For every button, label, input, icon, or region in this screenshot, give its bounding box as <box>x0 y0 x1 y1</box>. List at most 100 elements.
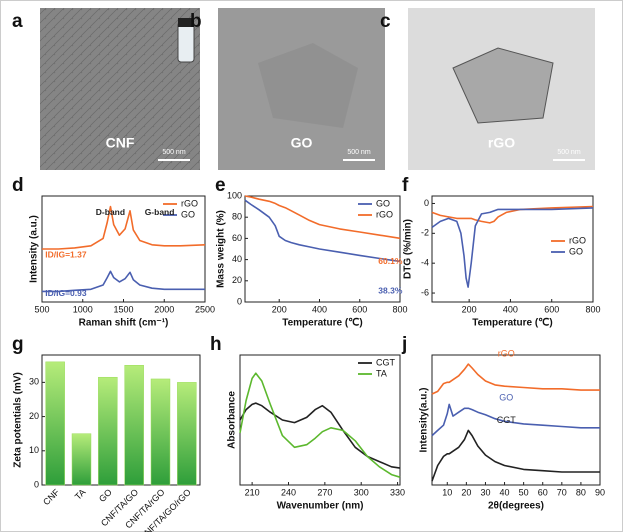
legend-label: TA <box>376 368 387 378</box>
series-line <box>239 372 401 478</box>
x-axis-label: Wavenumber (nm) <box>277 501 364 512</box>
x-tick-label: 500 <box>34 304 49 314</box>
annotation: D-band <box>96 207 125 217</box>
y-tick-label: 40 <box>232 254 242 264</box>
plot-frame <box>244 195 401 303</box>
y-tick-label: -4 <box>421 258 429 268</box>
x-tick-label: 270 <box>317 487 332 497</box>
panel-letter: c <box>380 11 391 32</box>
image-label: rGO <box>488 135 515 151</box>
y-axis-label: Intensity(a.u.) <box>419 387 430 452</box>
series-line <box>431 403 600 437</box>
image-label: GO <box>291 135 313 151</box>
x-tick-label: 600 <box>352 304 367 314</box>
y-tick-label: 20 <box>232 275 242 285</box>
series-label: CGT <box>497 415 517 425</box>
annotation: 60.1% <box>378 256 403 266</box>
x-axis-label: Temperature (℃) <box>282 318 363 329</box>
x-tick-label: 800 <box>585 304 600 314</box>
legend-label: rGO <box>569 235 586 245</box>
series-line <box>42 270 205 293</box>
x-tick-label: 600 <box>544 304 559 314</box>
x-tick-label: 1500 <box>113 304 133 314</box>
x-tick-label: 80 <box>576 487 586 497</box>
scale-label: 500 nm <box>557 149 581 156</box>
series-line <box>239 402 401 469</box>
panel-letter: b <box>190 11 202 32</box>
y-axis-label: Intensity (a.u.) <box>29 215 40 283</box>
image-label: CNF <box>106 135 135 151</box>
y-tick-label: 100 <box>227 190 242 200</box>
y-tick-label: -2 <box>421 228 429 238</box>
bar <box>177 382 197 486</box>
y-tick-label: 30 <box>29 377 39 387</box>
series-label: rGO <box>498 348 515 358</box>
series-line <box>42 205 206 250</box>
y-tick-label: -6 <box>421 287 429 297</box>
annotation: ID/IG=1.37 <box>45 250 87 260</box>
panel-letter: g <box>12 334 24 355</box>
x-tick-label: 30 <box>480 487 490 497</box>
x-tick-label: 200 <box>462 304 477 314</box>
y-tick-label: 10 <box>29 445 39 455</box>
x-tick-label: 400 <box>503 304 518 314</box>
x-tick-label: 330 <box>390 487 405 497</box>
series-line <box>244 199 401 263</box>
series-line <box>431 207 594 288</box>
legend-label: GO <box>569 246 583 256</box>
plot-frame <box>41 354 201 486</box>
series-line <box>431 205 594 224</box>
scale-label: 500 nm <box>162 149 186 156</box>
y-tick-label: 0 <box>424 198 429 208</box>
legend-label: rGO <box>181 198 198 208</box>
x-tick-label: 200 <box>272 304 287 314</box>
y-tick-label: 20 <box>29 411 39 421</box>
annotation: G-band <box>145 207 175 217</box>
x-tick-label: 20 <box>461 487 471 497</box>
sheet <box>452 47 554 124</box>
panel-letter: d <box>12 175 24 196</box>
x-axis-label: Raman shift (cm⁻¹) <box>79 318 169 329</box>
bar <box>124 365 144 486</box>
bar <box>71 433 92 486</box>
x-tick-label: GO <box>97 487 114 504</box>
x-tick-label: 800 <box>392 304 407 314</box>
x-tick-label: TA <box>73 487 88 502</box>
plot-frame <box>431 195 594 303</box>
annotation: ID/IG=0.93 <box>45 288 87 298</box>
bar <box>45 361 65 486</box>
series-line <box>431 429 600 482</box>
series-line <box>431 363 600 395</box>
x-tick-label: 210 <box>245 487 260 497</box>
y-axis-label: Absorbance <box>227 391 238 449</box>
x-tick-label: 90 <box>595 487 605 497</box>
series-line <box>244 195 401 240</box>
x-axis-label: 2θ(degrees) <box>488 501 544 512</box>
y-axis-label: DTG (%/min) <box>403 219 414 279</box>
x-tick-label: 10 <box>442 487 452 497</box>
x-tick-label: 40 <box>500 487 510 497</box>
x-tick-label: 1000 <box>73 304 93 314</box>
y-tick-label: 0 <box>34 479 39 489</box>
plot-frame <box>431 354 601 486</box>
bar <box>98 376 118 486</box>
legend-label: GO <box>376 198 390 208</box>
scale-label: 500 nm <box>347 149 371 156</box>
x-tick-label: 300 <box>354 487 369 497</box>
panel-letter: j <box>401 334 407 355</box>
x-tick-label: 400 <box>312 304 327 314</box>
bar <box>150 378 171 486</box>
vial-cap <box>178 18 194 27</box>
panel-letter: a <box>12 11 23 32</box>
panel-letter: f <box>402 175 409 196</box>
y-tick-label: 0 <box>237 296 242 306</box>
x-tick-label: 240 <box>281 487 296 497</box>
x-tick-label: 50 <box>519 487 529 497</box>
x-tick-label: 2500 <box>195 304 215 314</box>
panel-letter: e <box>215 175 226 196</box>
y-tick-label: 60 <box>232 233 242 243</box>
series-label: GO <box>499 393 513 403</box>
x-axis-label: Temperature (℃) <box>472 318 553 329</box>
